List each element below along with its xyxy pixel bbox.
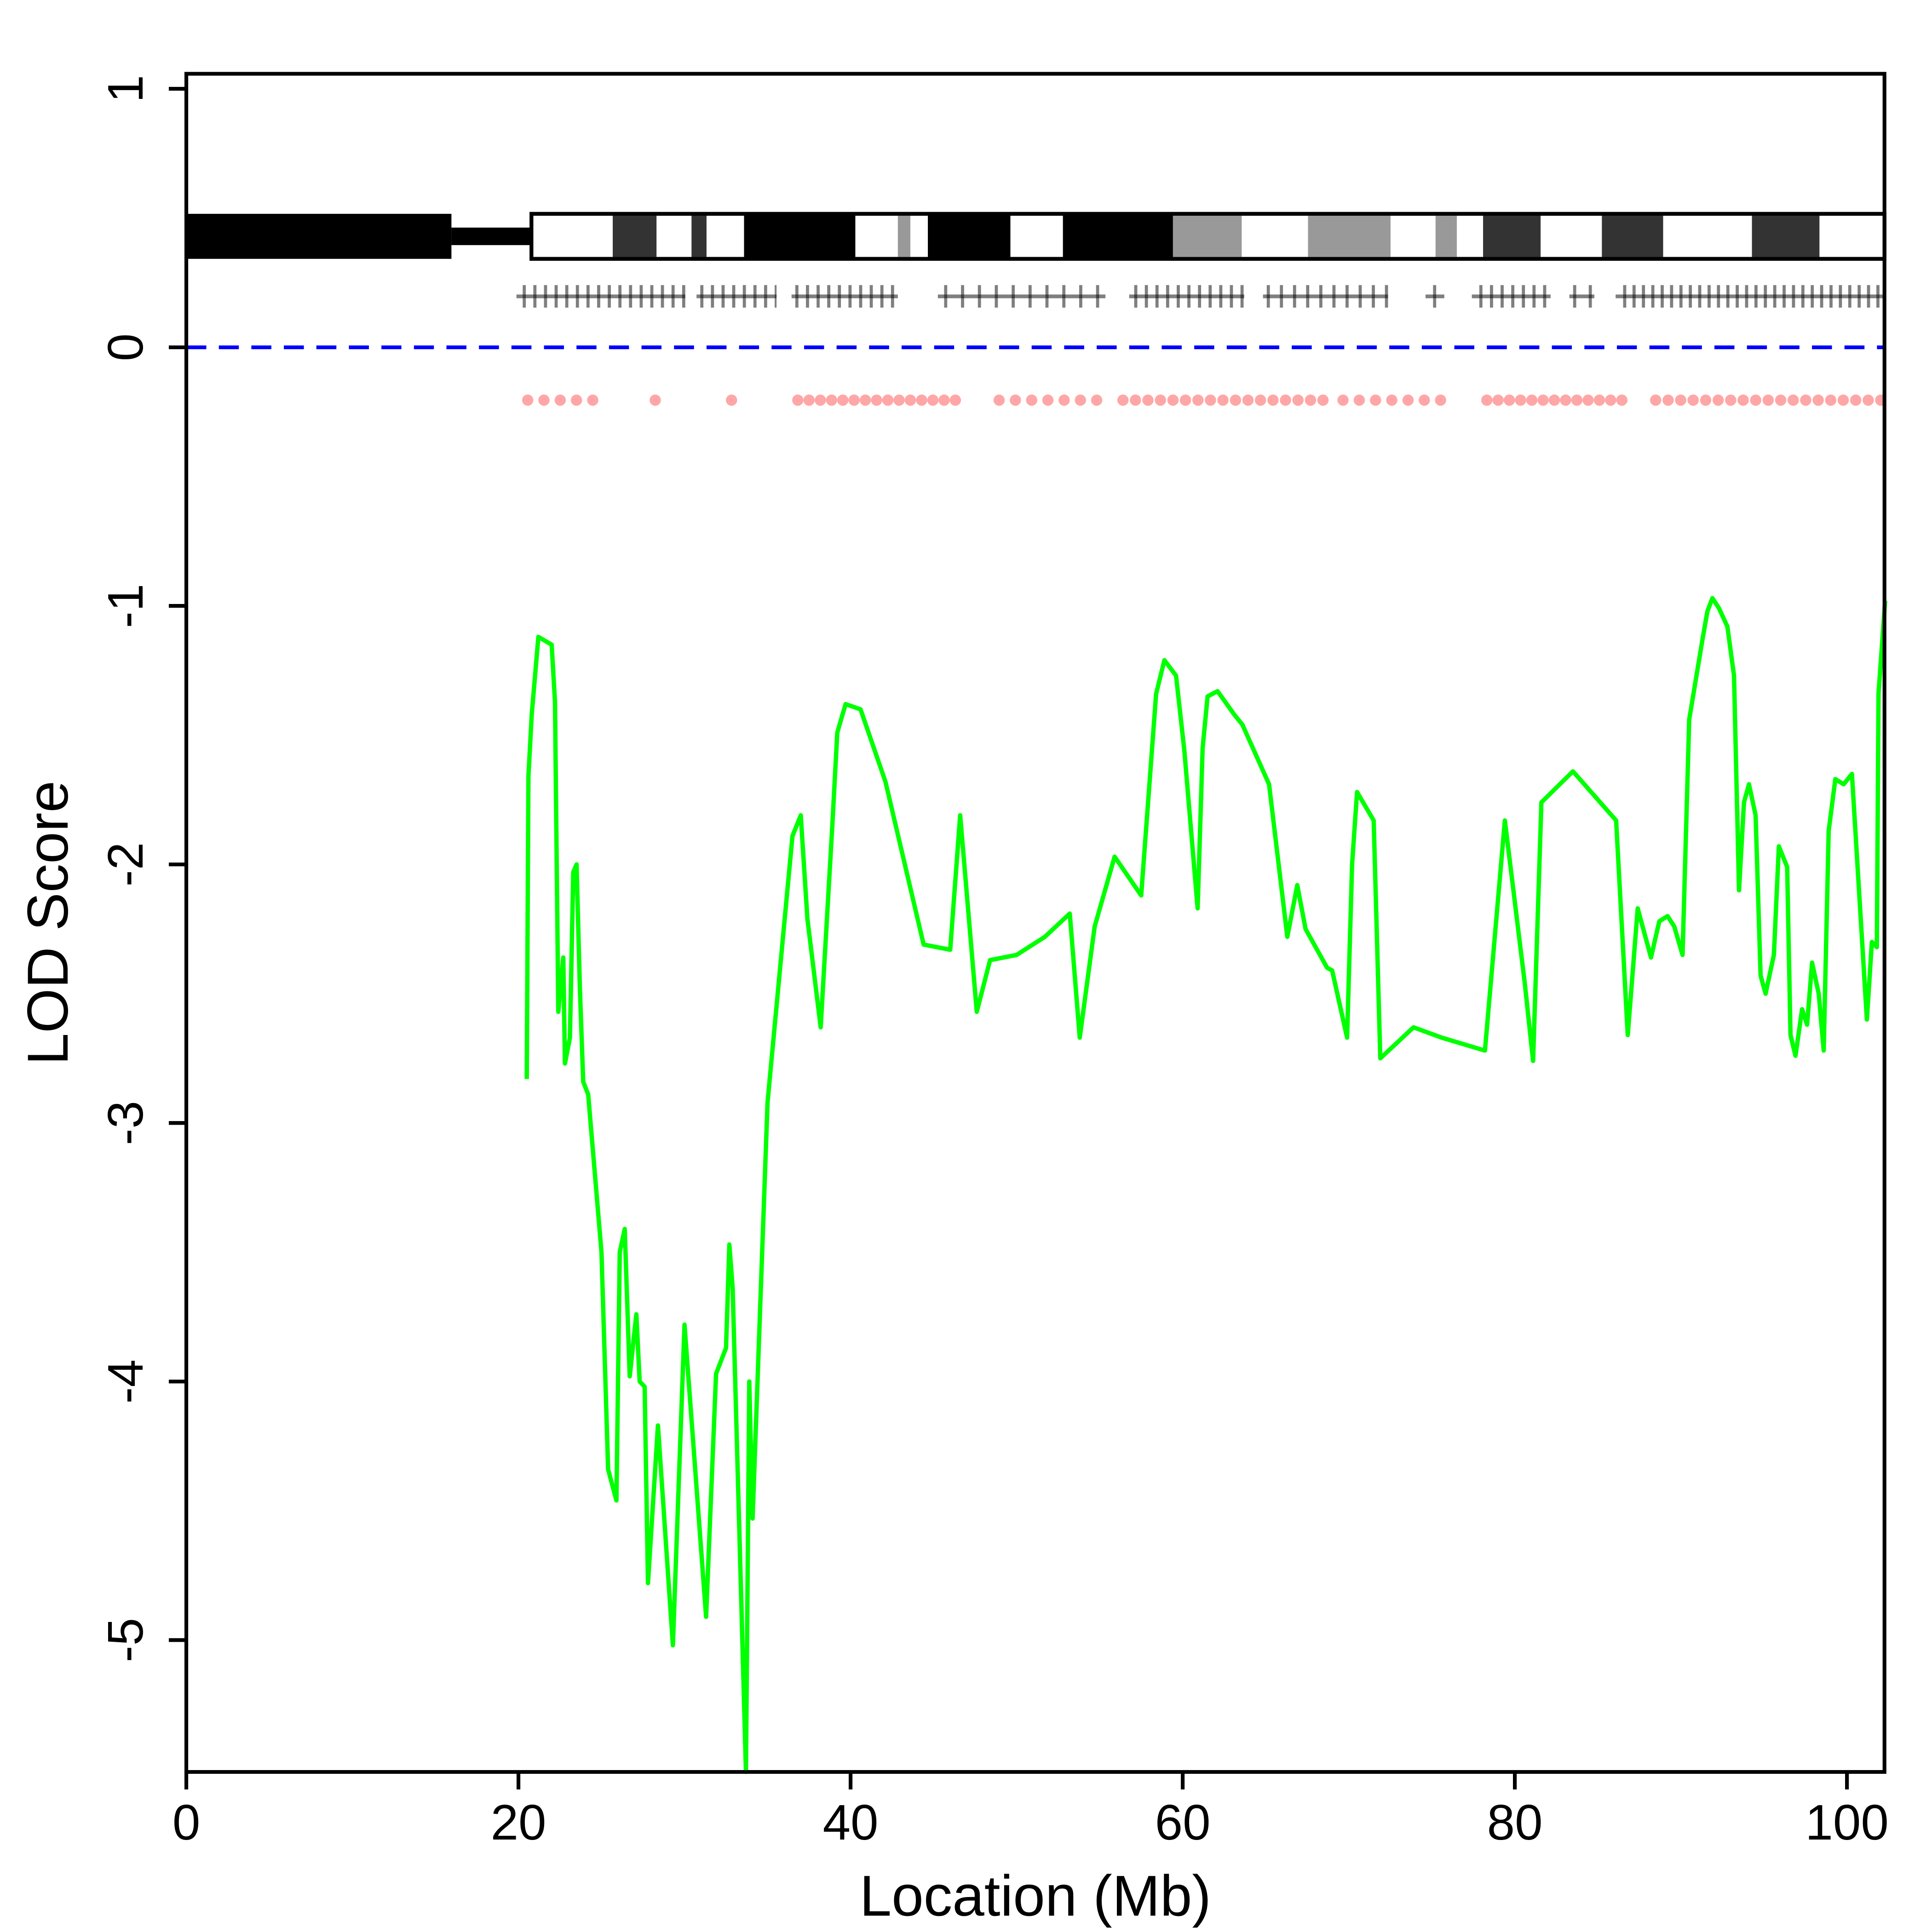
y-tick-label: -4 — [98, 1359, 154, 1404]
x-tick-label: 20 — [491, 1795, 546, 1851]
y-tick-label: -1 — [98, 584, 154, 628]
ideogram — [186, 212, 1886, 261]
x-tick-label: 60 — [1155, 1795, 1211, 1851]
x-tick-label: 100 — [1805, 1795, 1888, 1851]
x-tick-label: 0 — [172, 1795, 200, 1851]
y-axis-label: LOD Score — [16, 781, 80, 1065]
y-tick-label: 1 — [98, 75, 154, 103]
x-axis-label: Location (Mb) — [860, 1864, 1211, 1928]
x-tick-label: 40 — [823, 1795, 879, 1851]
lod-line — [524, 596, 1887, 1774]
y-tick-label: -5 — [98, 1618, 154, 1662]
x-tick-label: 80 — [1487, 1795, 1543, 1851]
y-tick-label: -2 — [98, 842, 154, 887]
plot-frame — [184, 72, 1886, 1774]
y-tick-label: 0 — [98, 334, 154, 361]
y-tick-label: -3 — [98, 1101, 154, 1145]
